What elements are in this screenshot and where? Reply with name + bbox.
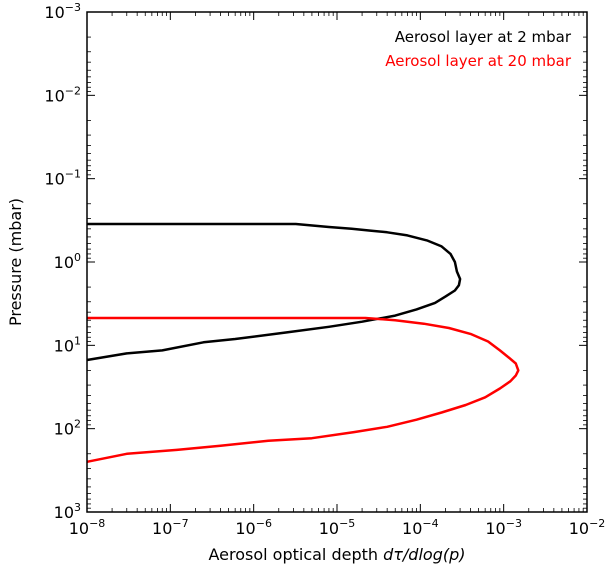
- legend-entry-2: Aerosol layer at 20 mbar: [385, 52, 572, 70]
- y-axis-label: Pressure (mbar): [6, 198, 25, 326]
- ticks-layer: 10−8 10−7 10−6 10−5 10−4 10−3 10−2 10−3 10−2 10−1…: [44, 1, 605, 538]
- y-tick-label: 101: [54, 334, 81, 355]
- series-layer: [86, 222, 520, 464]
- y-tick-label: 10−3: [44, 1, 81, 22]
- x-tick-label: 10−2: [569, 517, 606, 538]
- y-tick-label: 10−2: [44, 84, 81, 105]
- x-tick-label: 10−5: [319, 517, 356, 538]
- x-tick-label: 10−7: [152, 517, 189, 538]
- series-line-2: [86, 316, 520, 464]
- plot-frame: [86, 11, 588, 513]
- x-tick-label: 10−3: [485, 517, 522, 538]
- y-tick-label: 10−1: [44, 168, 81, 189]
- x-tick-label: 10−6: [235, 517, 272, 538]
- x-tick-label: 10−8: [69, 517, 106, 538]
- x-axis-label: Aerosol optical depth dτ/dlog(p): [208, 545, 465, 564]
- x-tick-label: 10−4: [402, 517, 439, 538]
- legend-entry-1: Aerosol layer at 2 mbar: [395, 28, 572, 46]
- series-line-1: [86, 222, 462, 362]
- legend: Aerosol layer at 2 mbar Aerosol layer at …: [385, 28, 572, 70]
- y-tick-label: 103: [54, 501, 81, 522]
- y-tick-label: 102: [54, 418, 81, 439]
- y-tick-label: 100: [54, 251, 81, 272]
